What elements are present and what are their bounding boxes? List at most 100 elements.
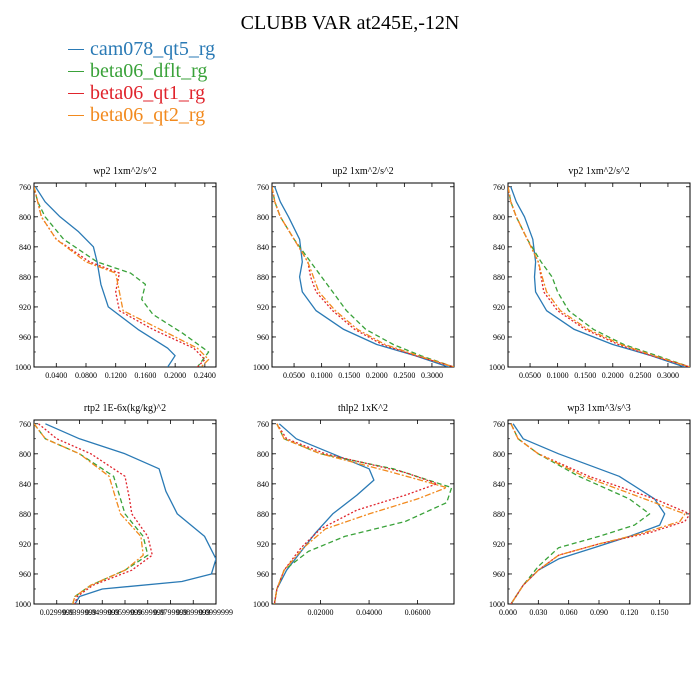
plot-frame [33, 419, 217, 605]
y-tick-label: 760 [257, 183, 269, 192]
legend: cam078_qt5_rg beta06_dflt_rg beta06_qt1_… [68, 38, 215, 126]
y-tick-label: 920 [493, 540, 505, 549]
y-tick-label: 1000 [253, 363, 269, 372]
series-line-beta06_qt2_rg [34, 423, 144, 604]
x-tick-label: 0.1000 [311, 371, 333, 380]
figure-title: CLUBB VAR at245E,-12N [240, 12, 460, 34]
y-tick-label: 880 [493, 510, 505, 519]
legend-swatch [68, 70, 84, 72]
panel-title: up2 1xm^2/s^2 [332, 166, 393, 177]
x-tick-label: 0.0699999 [131, 608, 165, 617]
legend-item-cam078: cam078_qt5_rg [68, 38, 215, 60]
x-tick-label: 0.090 [590, 608, 608, 617]
y-tick-label: 760 [19, 420, 31, 429]
y-tick-label: 880 [19, 510, 31, 519]
x-tick-label: 0.150 [651, 608, 669, 617]
x-tick-label: 0.0500 [283, 371, 305, 380]
x-tick-label: 0.1000 [547, 371, 569, 380]
y-tick-label: 800 [19, 450, 31, 459]
series-line-beta06_qt1_rg [510, 423, 690, 604]
panel-title: wp3 1xm^3/s^3 [567, 403, 631, 414]
y-tick-label: 960 [493, 333, 505, 342]
chart-panel: rtp2 1E-6x(kg/kg)^2 760 800 840 880 920 960 100… [15, 403, 233, 617]
y-tick-label: 840 [493, 243, 505, 252]
legend-item-qt1: beta06_qt1_rg [68, 82, 215, 104]
chart-panel: wp3 1xm^3/s^3 760 800 840 880 920 960 10000.000… [489, 403, 691, 617]
x-tick-label: 0.0499999 [85, 608, 119, 617]
series-line-beta06_qt2_rg [510, 423, 686, 604]
y-tick-label: 760 [493, 183, 505, 192]
x-tick-label: 0.1600 [134, 371, 156, 380]
y-tick-label: 880 [257, 510, 269, 519]
series-line-beta06_dflt_rg [34, 186, 210, 367]
x-tick-label: 0.0899999 [176, 608, 210, 617]
series-line-beta06_qt1_rg [508, 186, 690, 367]
chart-panel: vp2 1xm^2/s^2 760 800 840 880 920 960 1000 0.050… [489, 166, 691, 380]
x-tick-label: 0.1500 [338, 371, 360, 380]
series-line-beta06_dflt_rg [34, 423, 149, 604]
y-tick-label: 800 [257, 450, 269, 459]
y-tick-label: 840 [257, 243, 269, 252]
x-tick-label: 0.1500 [574, 371, 596, 380]
plot-frame [507, 182, 691, 368]
y-tick-label: 1000 [489, 363, 505, 372]
x-tick-label: 0.06000 [405, 608, 431, 617]
y-tick-label: 960 [19, 570, 31, 579]
series-line-cam078_qt5_rg [510, 186, 685, 367]
y-tick-label: 760 [257, 420, 269, 429]
panel-title: wp2 1xm^2/s^2 [93, 166, 157, 177]
y-tick-label: 920 [493, 303, 505, 312]
legend-swatch [68, 114, 84, 116]
plot-frame [271, 182, 455, 368]
x-tick-label: 0.2500 [393, 371, 415, 380]
x-tick-label: 0.04000 [356, 608, 382, 617]
plot-frame [33, 182, 217, 368]
x-tick-label: 0.0799999 [154, 608, 188, 617]
y-tick-label: 840 [493, 480, 505, 489]
y-tick-label: 840 [19, 480, 31, 489]
series-line-cam078_qt5_rg [34, 186, 176, 367]
y-tick-label: 760 [493, 420, 505, 429]
x-tick-label: 0.0399999 [63, 608, 97, 617]
x-tick-label: 0.030 [529, 608, 547, 617]
x-tick-label: 0.0400 [45, 371, 67, 380]
y-tick-label: 960 [493, 570, 505, 579]
x-tick-label: 0.0500 [519, 371, 541, 380]
y-tick-label: 880 [257, 273, 269, 282]
y-tick-label: 920 [257, 540, 269, 549]
y-tick-label: 800 [493, 450, 505, 459]
y-tick-label: 920 [19, 540, 31, 549]
series-line-beta06_qt1_rg [34, 186, 206, 367]
x-tick-label: 0.3000 [421, 371, 443, 380]
chart-panel: wp2 1xm^2/s^2 760 800 840 880 920 960 1000 0.040… [15, 166, 217, 380]
legend-swatch [68, 48, 84, 50]
y-tick-label: 880 [493, 273, 505, 282]
plot-frame [271, 419, 455, 605]
x-tick-label: 0.0800 [75, 371, 97, 380]
legend-label: beta06_dflt_rg [90, 60, 208, 82]
x-tick-label: 0.0299999 [40, 608, 74, 617]
legend-item-dflt: beta06_dflt_rg [68, 60, 215, 82]
y-tick-label: 800 [257, 213, 269, 222]
series-line-beta06_dflt_rg [508, 186, 690, 367]
y-tick-label: 1000 [15, 363, 31, 372]
y-tick-label: 880 [19, 273, 31, 282]
x-tick-label: 0.120 [620, 608, 638, 617]
x-tick-label: 0.2400 [194, 371, 216, 380]
chart-panel: thlp2 1xK^2 760 800 840 880 920 960 1000 0.02000… [253, 403, 455, 617]
x-tick-label: 0.2000 [366, 371, 388, 380]
x-tick-label: 0.2500 [629, 371, 651, 380]
chart-panel: up2 1xm^2/s^2 760 800 840 880 920 960 1000 0.050… [253, 166, 455, 380]
x-tick-label: 0.0999999 [199, 608, 233, 617]
legend-label: beta06_qt2_rg [90, 104, 206, 126]
x-tick-label: 0.0599999 [108, 608, 142, 617]
series-line-beta06_qt2_rg [273, 423, 448, 604]
y-tick-label: 760 [19, 183, 31, 192]
series-line-cam078_qt5_rg [45, 423, 216, 604]
series-line-beta06_qt1_rg [273, 423, 438, 604]
y-tick-label: 920 [19, 303, 31, 312]
series-line-beta06_qt2_rg [34, 186, 210, 367]
x-tick-label: 0.2000 [602, 371, 624, 380]
y-tick-label: 800 [493, 213, 505, 222]
